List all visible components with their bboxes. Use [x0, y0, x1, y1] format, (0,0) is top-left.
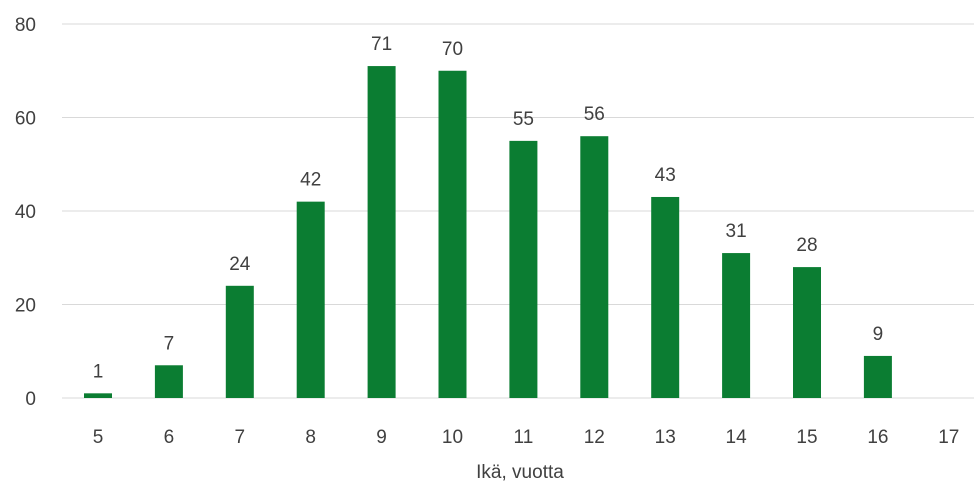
- data-label: 7: [164, 333, 175, 354]
- bar: [580, 136, 609, 398]
- y-tick-label: 40: [15, 202, 36, 223]
- data-label: 71: [371, 34, 392, 55]
- x-tick-label: 9: [376, 427, 387, 448]
- data-label: 43: [655, 165, 676, 186]
- bar: [438, 70, 467, 398]
- x-tick-label: 15: [796, 427, 817, 448]
- bar: [154, 365, 183, 398]
- bar: [367, 66, 396, 398]
- x-tick-label: 12: [584, 427, 605, 448]
- x-tick-label: 6: [164, 427, 175, 448]
- data-label: 55: [513, 109, 534, 130]
- bar: [509, 140, 538, 398]
- x-tick-label: 10: [442, 427, 463, 448]
- y-tick-label: 20: [15, 296, 36, 317]
- x-axis-ticks: 5 6 7 8 9 10 11 12 13 14 15 16 17: [93, 427, 960, 448]
- data-label: 28: [796, 235, 817, 256]
- bar: [651, 196, 680, 398]
- y-tick-label: 0: [25, 389, 36, 410]
- bar: [84, 393, 112, 398]
- x-axis-title: Ikä, vuotta: [476, 462, 564, 483]
- y-axis-ticks: 0 20 40 60 80: [15, 15, 36, 410]
- data-label: 42: [300, 170, 321, 191]
- data-label: 31: [726, 221, 747, 242]
- data-label: 9: [873, 324, 884, 345]
- y-tick-label: 80: [15, 15, 36, 36]
- y-tick-label: 60: [15, 109, 36, 130]
- x-tick-label: 7: [235, 427, 246, 448]
- x-tick-label: 5: [93, 427, 104, 448]
- x-tick-label: 16: [867, 427, 888, 448]
- data-labels: 1 7 24 42 71 70 55 56 43 31 28 9: [93, 34, 883, 382]
- x-tick-label: 13: [655, 427, 676, 448]
- data-label: 70: [442, 39, 463, 60]
- bar: [722, 253, 751, 398]
- data-label: 24: [229, 254, 251, 275]
- data-label: 56: [584, 104, 605, 125]
- bar: [296, 201, 325, 398]
- data-label: 1: [93, 361, 104, 382]
- bar: [793, 267, 821, 398]
- bars: [84, 66, 892, 398]
- x-tick-label: 14: [726, 427, 748, 448]
- x-tick-label: 11: [514, 427, 534, 448]
- x-tick-label: 17: [938, 427, 959, 448]
- bar: [863, 355, 892, 398]
- x-tick-label: 8: [305, 427, 316, 448]
- bar: [225, 285, 254, 398]
